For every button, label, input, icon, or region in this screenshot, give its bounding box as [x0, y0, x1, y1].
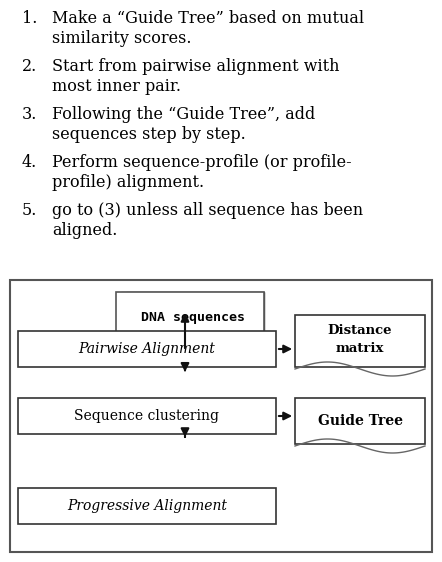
FancyBboxPatch shape [116, 292, 264, 342]
Text: 3.: 3. [22, 106, 38, 123]
FancyBboxPatch shape [18, 331, 276, 367]
FancyBboxPatch shape [295, 315, 425, 367]
Text: Start from pairwise alignment with: Start from pairwise alignment with [52, 58, 339, 75]
Text: go to (3) unless all sequence has been: go to (3) unless all sequence has been [52, 202, 363, 219]
Text: profile) alignment.: profile) alignment. [52, 174, 204, 191]
Text: Perform sequence-profile (or profile-: Perform sequence-profile (or profile- [52, 154, 352, 171]
FancyBboxPatch shape [18, 398, 276, 434]
Text: Sequence clustering: Sequence clustering [75, 409, 220, 423]
FancyBboxPatch shape [18, 488, 276, 524]
Text: 1.: 1. [22, 10, 38, 27]
FancyBboxPatch shape [126, 292, 264, 334]
FancyBboxPatch shape [295, 398, 425, 444]
Text: most inner pair.: most inner pair. [52, 78, 181, 95]
Text: Following the “Guide Tree”, add: Following the “Guide Tree”, add [52, 106, 315, 123]
Text: Guide Tree: Guide Tree [317, 414, 403, 428]
Text: sequences step by step.: sequences step by step. [52, 126, 246, 143]
FancyBboxPatch shape [121, 292, 264, 338]
Text: Progressive Alignment: Progressive Alignment [67, 499, 227, 513]
Text: DNA sequences: DNA sequences [141, 310, 245, 324]
Text: 4.: 4. [22, 154, 37, 171]
Text: similarity scores.: similarity scores. [52, 30, 191, 47]
Text: aligned.: aligned. [52, 222, 118, 239]
Text: Distance
matrix: Distance matrix [328, 324, 392, 355]
FancyBboxPatch shape [10, 280, 432, 552]
Text: 5.: 5. [22, 202, 38, 219]
Text: Pairwise Alignment: Pairwise Alignment [79, 342, 215, 356]
Text: Make a “Guide Tree” based on mutual: Make a “Guide Tree” based on mutual [52, 10, 364, 27]
Text: 2.: 2. [22, 58, 37, 75]
